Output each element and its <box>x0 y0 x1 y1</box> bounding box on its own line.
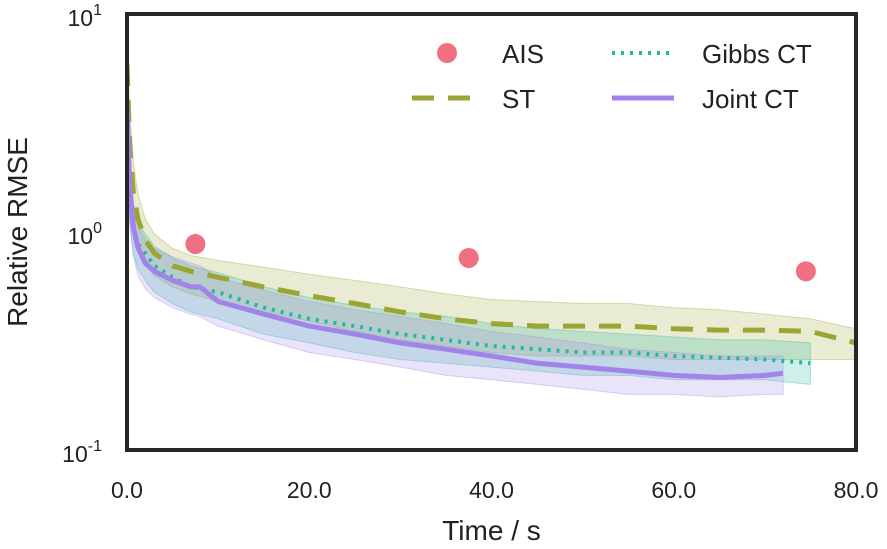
legend-item-ais: AIS <box>437 39 544 69</box>
x-tick-label: 20.0 <box>287 477 332 503</box>
legend-swatch <box>437 43 457 63</box>
gibbs-ct-band <box>127 75 811 385</box>
y-tick-label: 101 <box>68 2 103 31</box>
legend-item-st: ST <box>412 84 535 114</box>
joint-ct-line <box>127 105 784 380</box>
st-band <box>127 35 856 360</box>
legend-label: Gibbs CT <box>702 39 812 69</box>
x-axis-ticks: 0.0 20.0 40.0 60.0 80.0 <box>111 477 878 503</box>
legend-label: ST <box>502 84 535 114</box>
x-tick-label: 80.0 <box>834 477 879 503</box>
ais-point-3 <box>795 261 816 282</box>
y-axis-ticks: 101 100 10-1 <box>62 2 102 467</box>
legend-label: AIS <box>502 39 544 69</box>
legend: AIS ST Gibbs CT Joint CT <box>412 39 812 114</box>
x-tick-label: 60.0 <box>651 477 696 503</box>
x-tick-label: 0.0 <box>111 477 143 503</box>
legend-label: Joint CT <box>702 84 799 114</box>
ais-markers <box>185 233 816 282</box>
plot-frame <box>125 12 858 452</box>
ais-marker <box>795 261 816 282</box>
y-axis-label: Relative RMSE <box>2 137 33 327</box>
legend-item-gibbs-ct: Gibbs CT <box>612 39 812 69</box>
ais-marker <box>185 234 206 255</box>
ais-marker <box>458 247 479 268</box>
series-lines <box>127 63 856 380</box>
ais-point-1 <box>185 233 206 255</box>
y-tick-label: 100 <box>68 220 103 249</box>
x-axis-label: Time / s <box>442 515 541 546</box>
y-tick-label: 10-1 <box>62 438 102 467</box>
legend-item-joint-ct: Joint CT <box>612 84 799 114</box>
st-line <box>127 63 856 346</box>
x-tick-label: 40.0 <box>469 477 514 503</box>
ais-point-2 <box>458 247 479 268</box>
